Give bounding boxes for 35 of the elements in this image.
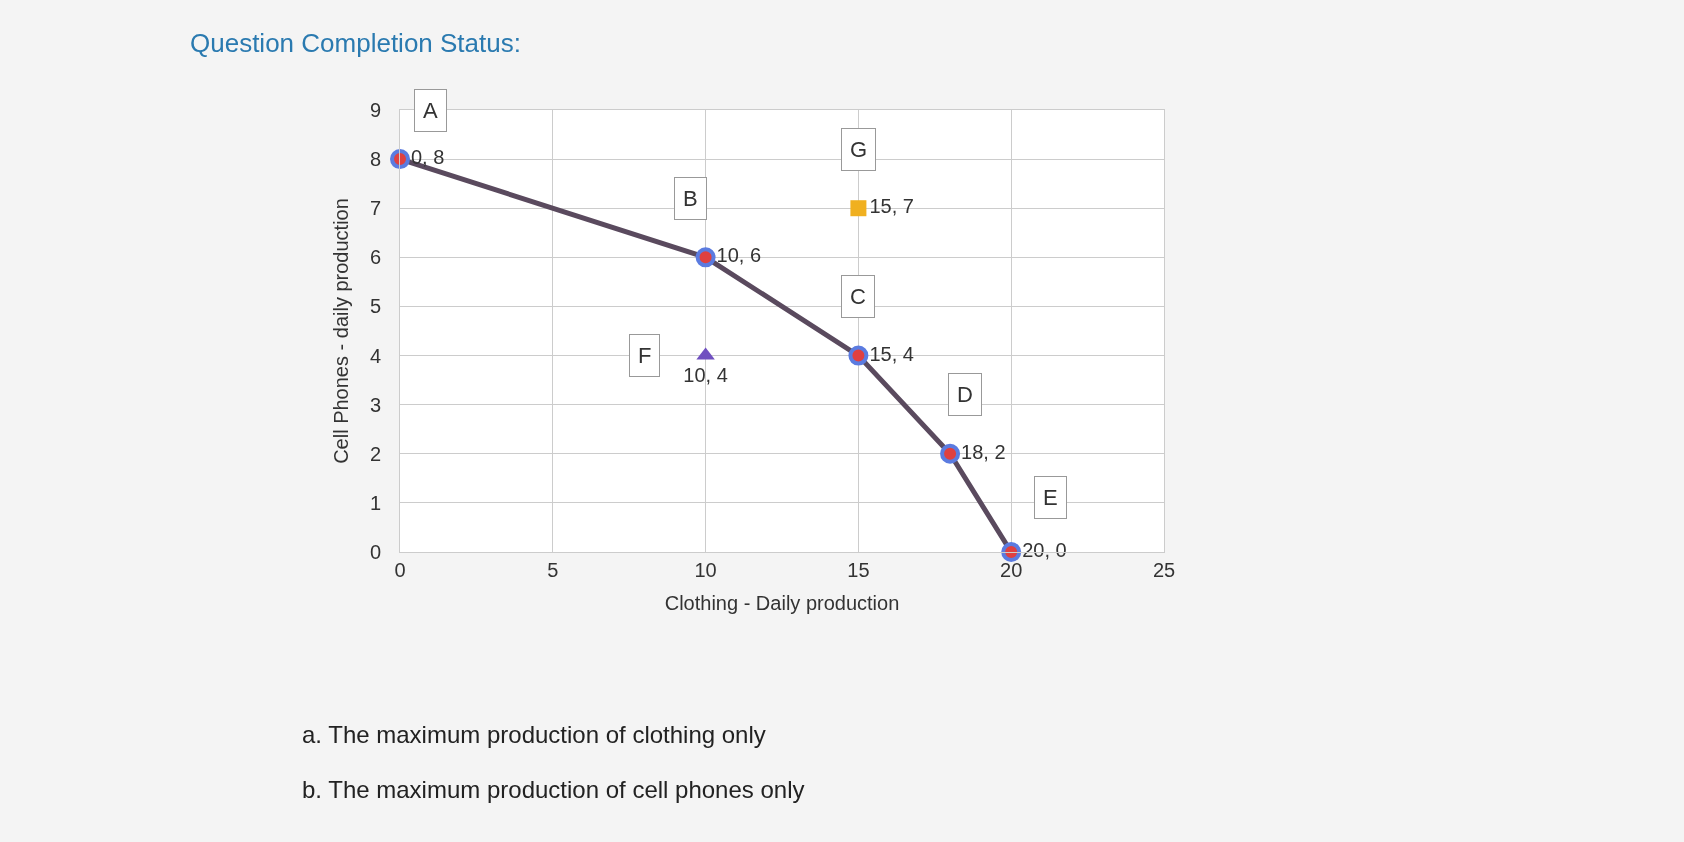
y-tick-label: 8	[369, 148, 381, 171]
text: a. The maximum production of clothing only	[302, 721, 766, 748]
annotation: D	[957, 382, 973, 407]
x-tick-label: 15	[847, 559, 870, 581]
y-tick-label: 5	[369, 295, 381, 318]
data-label: 15, 7	[869, 195, 914, 218]
y-axis-title: Cell Phones - daily production	[330, 198, 353, 464]
point	[850, 200, 867, 217]
x-tick-label: 5	[547, 559, 559, 581]
chart-title: Question Completion Status:	[190, 27, 521, 58]
annotation: A	[423, 98, 438, 123]
y-tick-label: 2	[369, 442, 381, 465]
y-tick-label: 7	[369, 197, 381, 220]
x-axis-title: Clothing - Daily production	[664, 591, 900, 614]
data-label: 0, 8	[411, 146, 445, 169]
data-label: 15, 4	[869, 342, 914, 365]
annotation: E	[1043, 485, 1058, 510]
y-tick-label: 1	[369, 491, 381, 514]
annotation: B	[683, 186, 698, 211]
annotation: F	[638, 343, 652, 368]
text: b. The maximum production of cell phones only	[302, 776, 805, 803]
x-tick-label: 20	[1000, 559, 1023, 581]
x-tick-label: 0	[394, 559, 406, 581]
data-label: 10, 4	[683, 363, 728, 386]
y-tick-label: 9	[369, 99, 381, 121]
y-tick-label: 4	[369, 344, 381, 367]
annotation: G	[850, 137, 868, 162]
y-tick-label: 3	[369, 393, 381, 416]
x-tick-label: 25	[1152, 559, 1176, 581]
annotation: C	[850, 284, 866, 309]
data-label: 10, 6	[716, 244, 762, 267]
data-label: 18, 2	[961, 440, 1006, 463]
y-tick-label: 0	[369, 541, 381, 563]
y-tick-label: 6	[369, 246, 381, 269]
x-tick-label: 10	[694, 559, 717, 581]
